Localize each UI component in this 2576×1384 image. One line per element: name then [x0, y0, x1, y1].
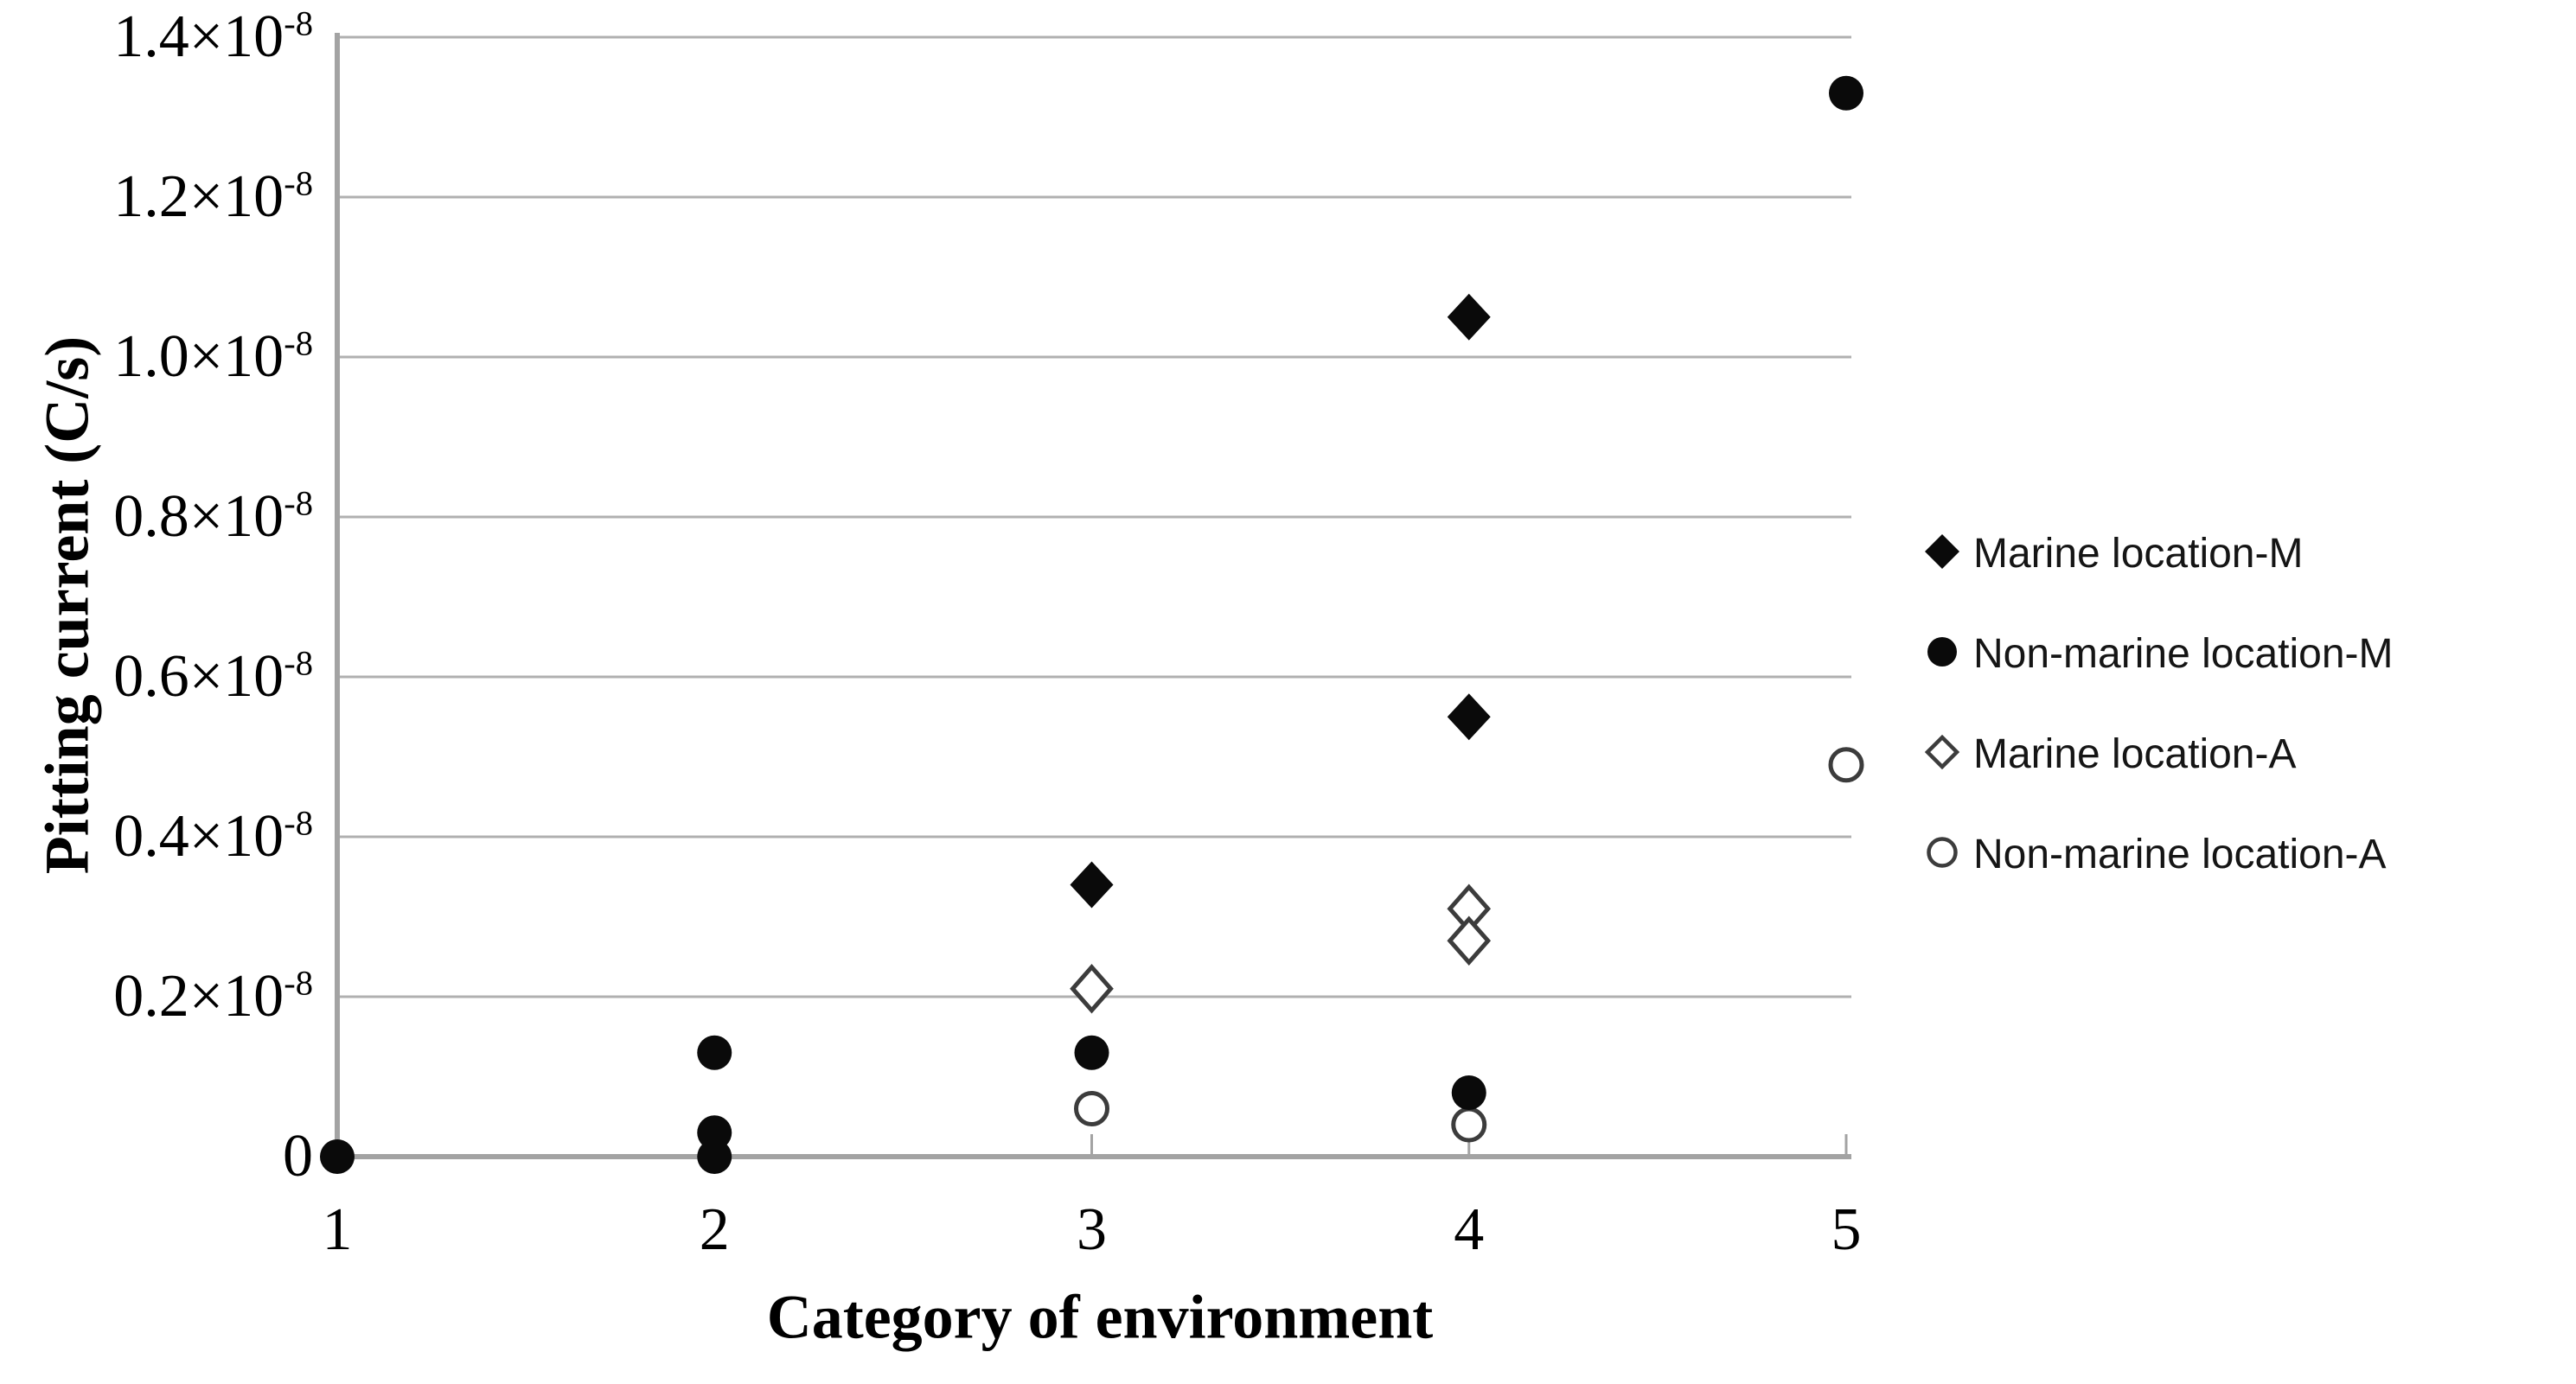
x-tick-label: 1	[322, 1196, 353, 1263]
legend-item-label: Marine location-M	[1973, 530, 2304, 577]
open-circle-legend-icon	[1918, 828, 1966, 881]
filled-circle-marker	[1829, 75, 1863, 111]
legend-item: Non-marine location-A	[1918, 804, 2394, 904]
y-tick-label: 0.6×10-8	[113, 643, 313, 710]
filled-diamond-marker	[1447, 693, 1491, 741]
x-tick-label: 5	[1831, 1196, 1862, 1263]
x-tick-label: 4	[1454, 1196, 1485, 1263]
filled-circle-marker	[697, 1139, 732, 1174]
y-tick-label: 1.4×10-8	[113, 3, 313, 70]
x-tick-label: 2	[699, 1196, 730, 1263]
open-diamond-marker	[1447, 915, 1492, 966]
filled-diamond-legend-icon	[1918, 527, 1966, 580]
y-tick-label: 0.4×10-8	[113, 803, 313, 870]
open-diamond-marker	[1070, 963, 1114, 1014]
legend-item: Marine location-M	[1918, 503, 2394, 603]
y-tick-label: 0.2×10-8	[113, 963, 313, 1030]
open-diamond-legend-icon	[1918, 728, 1966, 781]
open-circle-marker	[1828, 747, 1864, 783]
filled-circle-marker	[1451, 1075, 1486, 1110]
open-circle-marker	[1074, 1091, 1109, 1126]
y-tick-label: 0.8×10-8	[113, 483, 313, 550]
filled-circle-legend-icon	[1918, 628, 1966, 680]
y-tick-label: 0	[283, 1123, 313, 1189]
y-tick-label: 1.2×10-8	[113, 163, 313, 230]
filled-circle-marker	[1074, 1035, 1109, 1070]
filled-circle-marker	[320, 1139, 355, 1174]
chart-legend: Marine location-M Non-marine location-M Ma…	[1918, 503, 2394, 904]
filled-diamond-marker	[1070, 861, 1114, 909]
x-tick-label: 3	[1077, 1196, 1107, 1263]
filled-diamond-marker	[1447, 293, 1491, 341]
x-axis-title: Category of environment	[766, 1282, 1434, 1352]
filled-circle-marker	[697, 1035, 732, 1070]
y-axis-title: Pitting current (C/s)	[32, 335, 102, 875]
legend-item-label: Non-marine location-A	[1973, 831, 2387, 877]
legend-item-label: Marine location-A	[1973, 730, 2297, 777]
legend-item-label: Non-marine location-M	[1973, 630, 2394, 677]
y-tick-label: 1.0×10-8	[113, 323, 313, 390]
open-circle-marker	[1451, 1107, 1487, 1143]
legend-item: Non-marine location-M	[1918, 603, 2394, 704]
filled-circle-marker	[697, 1115, 732, 1151]
legend-item: Marine location-A	[1918, 704, 2394, 804]
